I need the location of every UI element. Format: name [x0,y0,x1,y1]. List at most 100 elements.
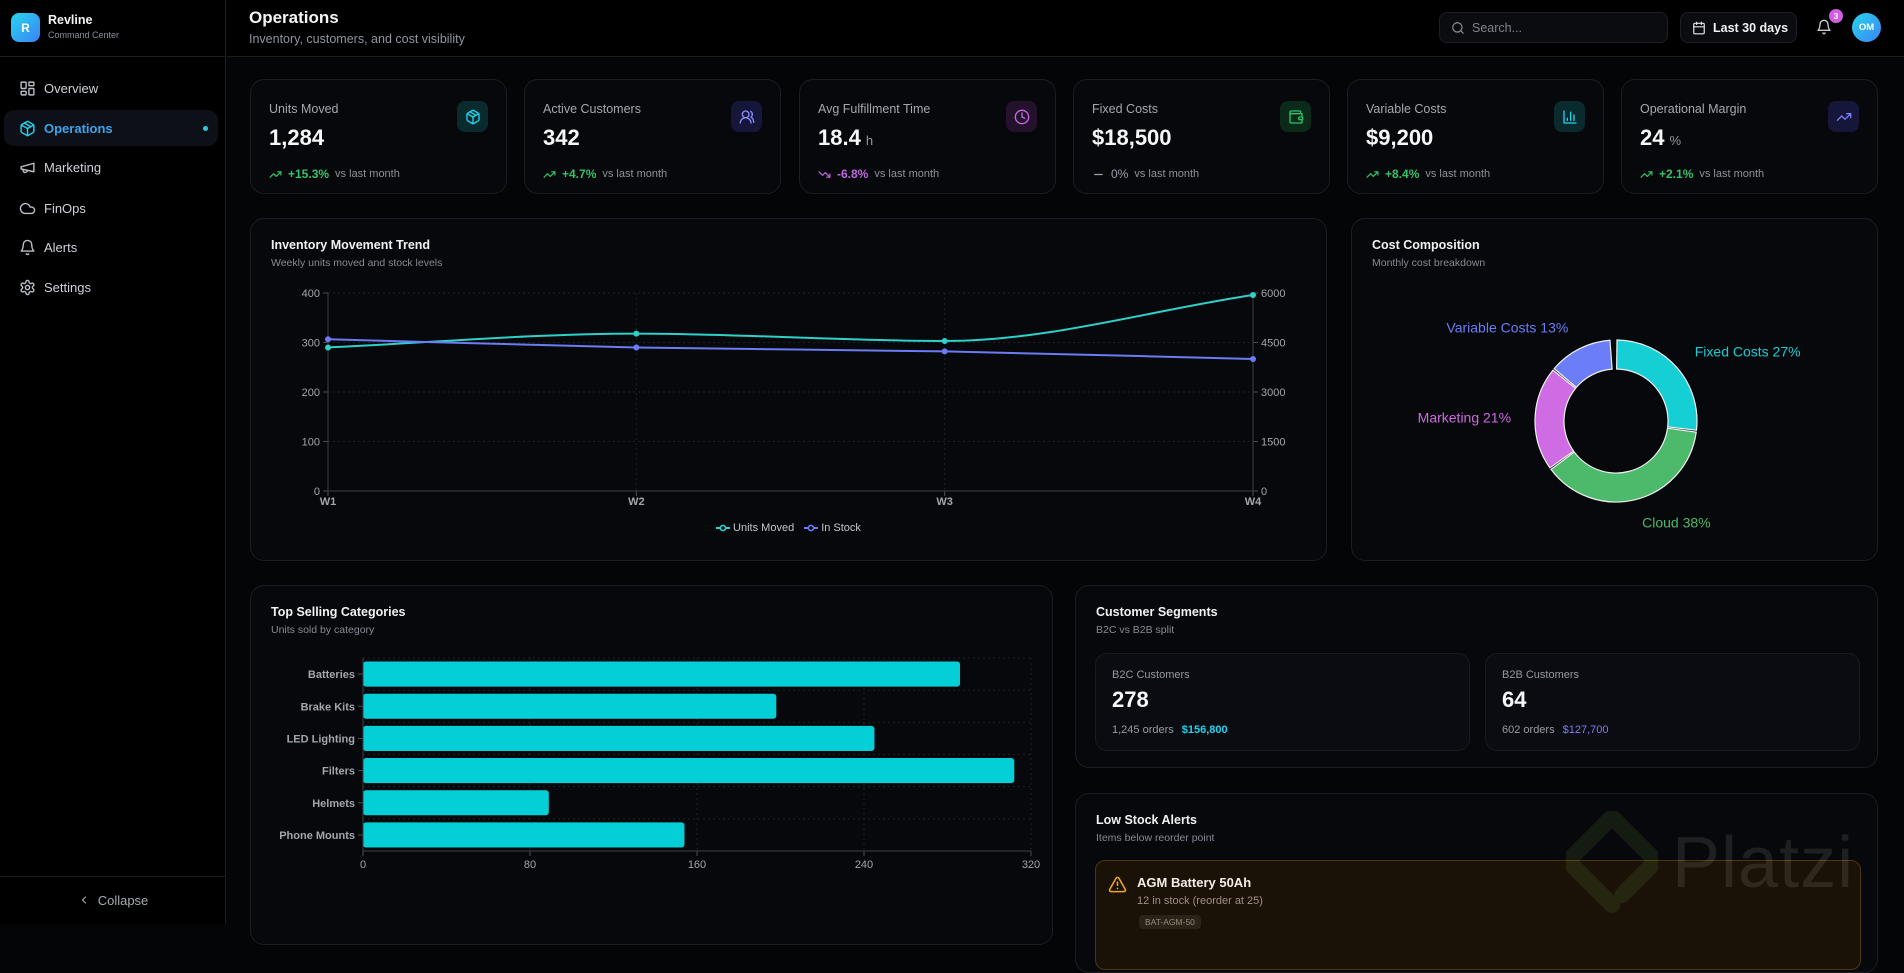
y-right-tick-label: 0 [1261,486,1267,498]
point-in-stock-w4[interactable] [1250,356,1256,362]
legend-item-units-moved[interactable]: Units Moved [716,522,794,534]
x-tick-label-w4: W4 [1245,496,1262,508]
sidebar-item-label: FinOps [44,200,86,216]
sidebar-item-settings[interactable]: Settings [4,269,218,305]
kpi-label: Variable Costs [1366,102,1447,116]
bar-filters[interactable] [363,758,1015,784]
kpi-value: $18,500 [1092,125,1172,150]
sidebar-item-label: Marketing [44,159,102,175]
point-units-moved-w3[interactable] [941,338,948,345]
kpi-card-avg-fulfillment-time: Avg Fulfillment Time 18.4 h -6.8% vs last … [799,79,1056,194]
kpi-label: Active Customers [543,102,641,116]
bar-batteries[interactable] [363,661,961,687]
segment-count: 278 [1112,687,1149,712]
point-units-moved-w2[interactable] [633,330,640,337]
kpi-change-note: vs last month [1699,168,1765,180]
chart-legend: Units Moved In Stock [251,522,1326,534]
kpi-value: 342 [543,125,580,150]
point-in-stock-w3[interactable] [941,348,948,355]
y-left-tick-label: 300 [302,338,320,350]
package-icon [19,120,36,137]
kpi-card-fixed-costs: Fixed Costs $18,500 0% vs last month [1073,79,1330,194]
cost-composition-card: Cost Composition Monthly cost breakdown … [1351,218,1878,561]
line-units-moved [327,293,1254,349]
donut-label-fixed-costs: Fixed Costs 27% [1695,344,1801,360]
page-title: Operations [249,8,339,27]
x-tick-label-w1: W1 [320,496,337,508]
category-label-brake-kits: Brake Kits [301,701,355,713]
brand-tagline: Command Center [48,30,120,40]
sidebar-item-finops[interactable]: FinOps [4,190,218,226]
collapse-sidebar-button[interactable]: Collapse [0,880,226,920]
segment-label: B2C Customers [1112,669,1190,681]
sidebar-item-alerts[interactable]: Alerts [4,229,218,265]
bar-phone-mounts[interactable] [363,822,685,848]
sidebar-divider [0,56,226,57]
donut-slice-marketing[interactable] [1534,369,1577,469]
legend-swatch-in-stock [804,524,819,532]
card-title: Top Selling Categories [271,605,406,619]
donut-slice-cloud[interactable] [1550,427,1697,503]
kpi-change-value: +2.1% [1659,167,1694,181]
y-right-tick-label: 6000 [1261,288,1285,300]
x-tick-label: 160 [688,859,706,871]
y-left-tick-label: 100 [302,437,320,449]
user-avatar[interactable]: OM [1852,13,1881,42]
card-subtitle: Weekly units moved and stock levels [271,257,443,269]
point-units-moved-w4[interactable] [1250,291,1256,298]
sidebar-item-label: Overview [44,80,99,96]
package-icon [457,101,488,132]
y-left-tick-label: 400 [302,288,320,300]
donut-slice-variable-costs[interactable] [1553,339,1613,389]
notifications-bell-icon[interactable] [1816,19,1832,35]
kpi-change-value: +4.7% [562,167,597,181]
bar-chart-icon [1554,101,1585,132]
search-input[interactable] [1472,13,1662,42]
kpi-change-value: +8.4% [1385,167,1420,181]
y-left-tick-label: 0 [314,486,320,498]
card-subtit: B2C vs B2B split [1096,624,1175,636]
top-header: Operations Inventory, customers, and cos… [227,0,1904,57]
date-range-label: Last 30 days [1713,20,1789,35]
y-right-tick-label: 4500 [1261,338,1285,350]
point-units-moved-w1[interactable] [325,344,331,351]
sidebar-item-marketing[interactable]: Marketing [4,149,218,185]
low-stock-alert-item[interactable]: AGM Battery 50Ah 12 in stock (reorder at… [1095,860,1861,970]
donut-slice-fixed-costs[interactable] [1616,339,1698,431]
trending-up-icon [1640,168,1653,181]
kpi-value: $9,200 [1366,125,1434,150]
kpi-change-value: -6.8% [837,167,869,181]
bar-led-lighting[interactable] [363,725,875,751]
wallet-icon [1280,101,1311,132]
bar-helmets[interactable] [363,790,549,816]
kpi-change-note: vs last month [602,168,668,180]
card-subtitle: Items below reorder point [1096,832,1215,844]
y-right-tick-label: 3000 [1261,387,1285,399]
search-box[interactable] [1439,12,1668,43]
legend-item-in-stock[interactable]: In Stock [804,522,861,534]
date-range-button[interactable]: Last 30 days [1680,12,1797,43]
card-subtitle: Monthly cost breakdown [1372,257,1486,269]
sidebar-item-overview[interactable]: Overview [4,70,218,106]
kpi-change-value: +15.3% [288,167,330,181]
bar-brake-kits[interactable] [363,693,777,719]
card-title: Low Stock Alerts [1096,813,1197,827]
kpi-label: Units Moved [269,102,339,116]
sidebar-item-operations[interactable]: Operations [4,110,218,146]
trending-up-icon [269,168,282,181]
alert-item-sku: BAT-AGM-50 [1139,915,1201,929]
trending-up-icon [543,168,556,181]
point-in-stock-w2[interactable] [633,344,640,351]
kpi-change-value: 0% [1111,167,1129,181]
customer-segments-card: Customer Segments B2C vs B2B split B2C C… [1075,585,1878,768]
trending-up-icon [1828,101,1859,132]
kpi-value: 1,284 [269,125,325,150]
category-label-filters: Filters [322,766,355,778]
legend-label: In Stock [821,522,861,534]
sidebar-item-label: Settings [44,279,91,295]
point-in-stock-w1[interactable] [325,336,331,343]
kpi-label: Operational Margin [1640,102,1747,116]
x-tick-label: 320 [1022,859,1040,871]
kpi-unit: % [1669,133,1682,148]
brand-logo[interactable]: R [11,13,40,42]
